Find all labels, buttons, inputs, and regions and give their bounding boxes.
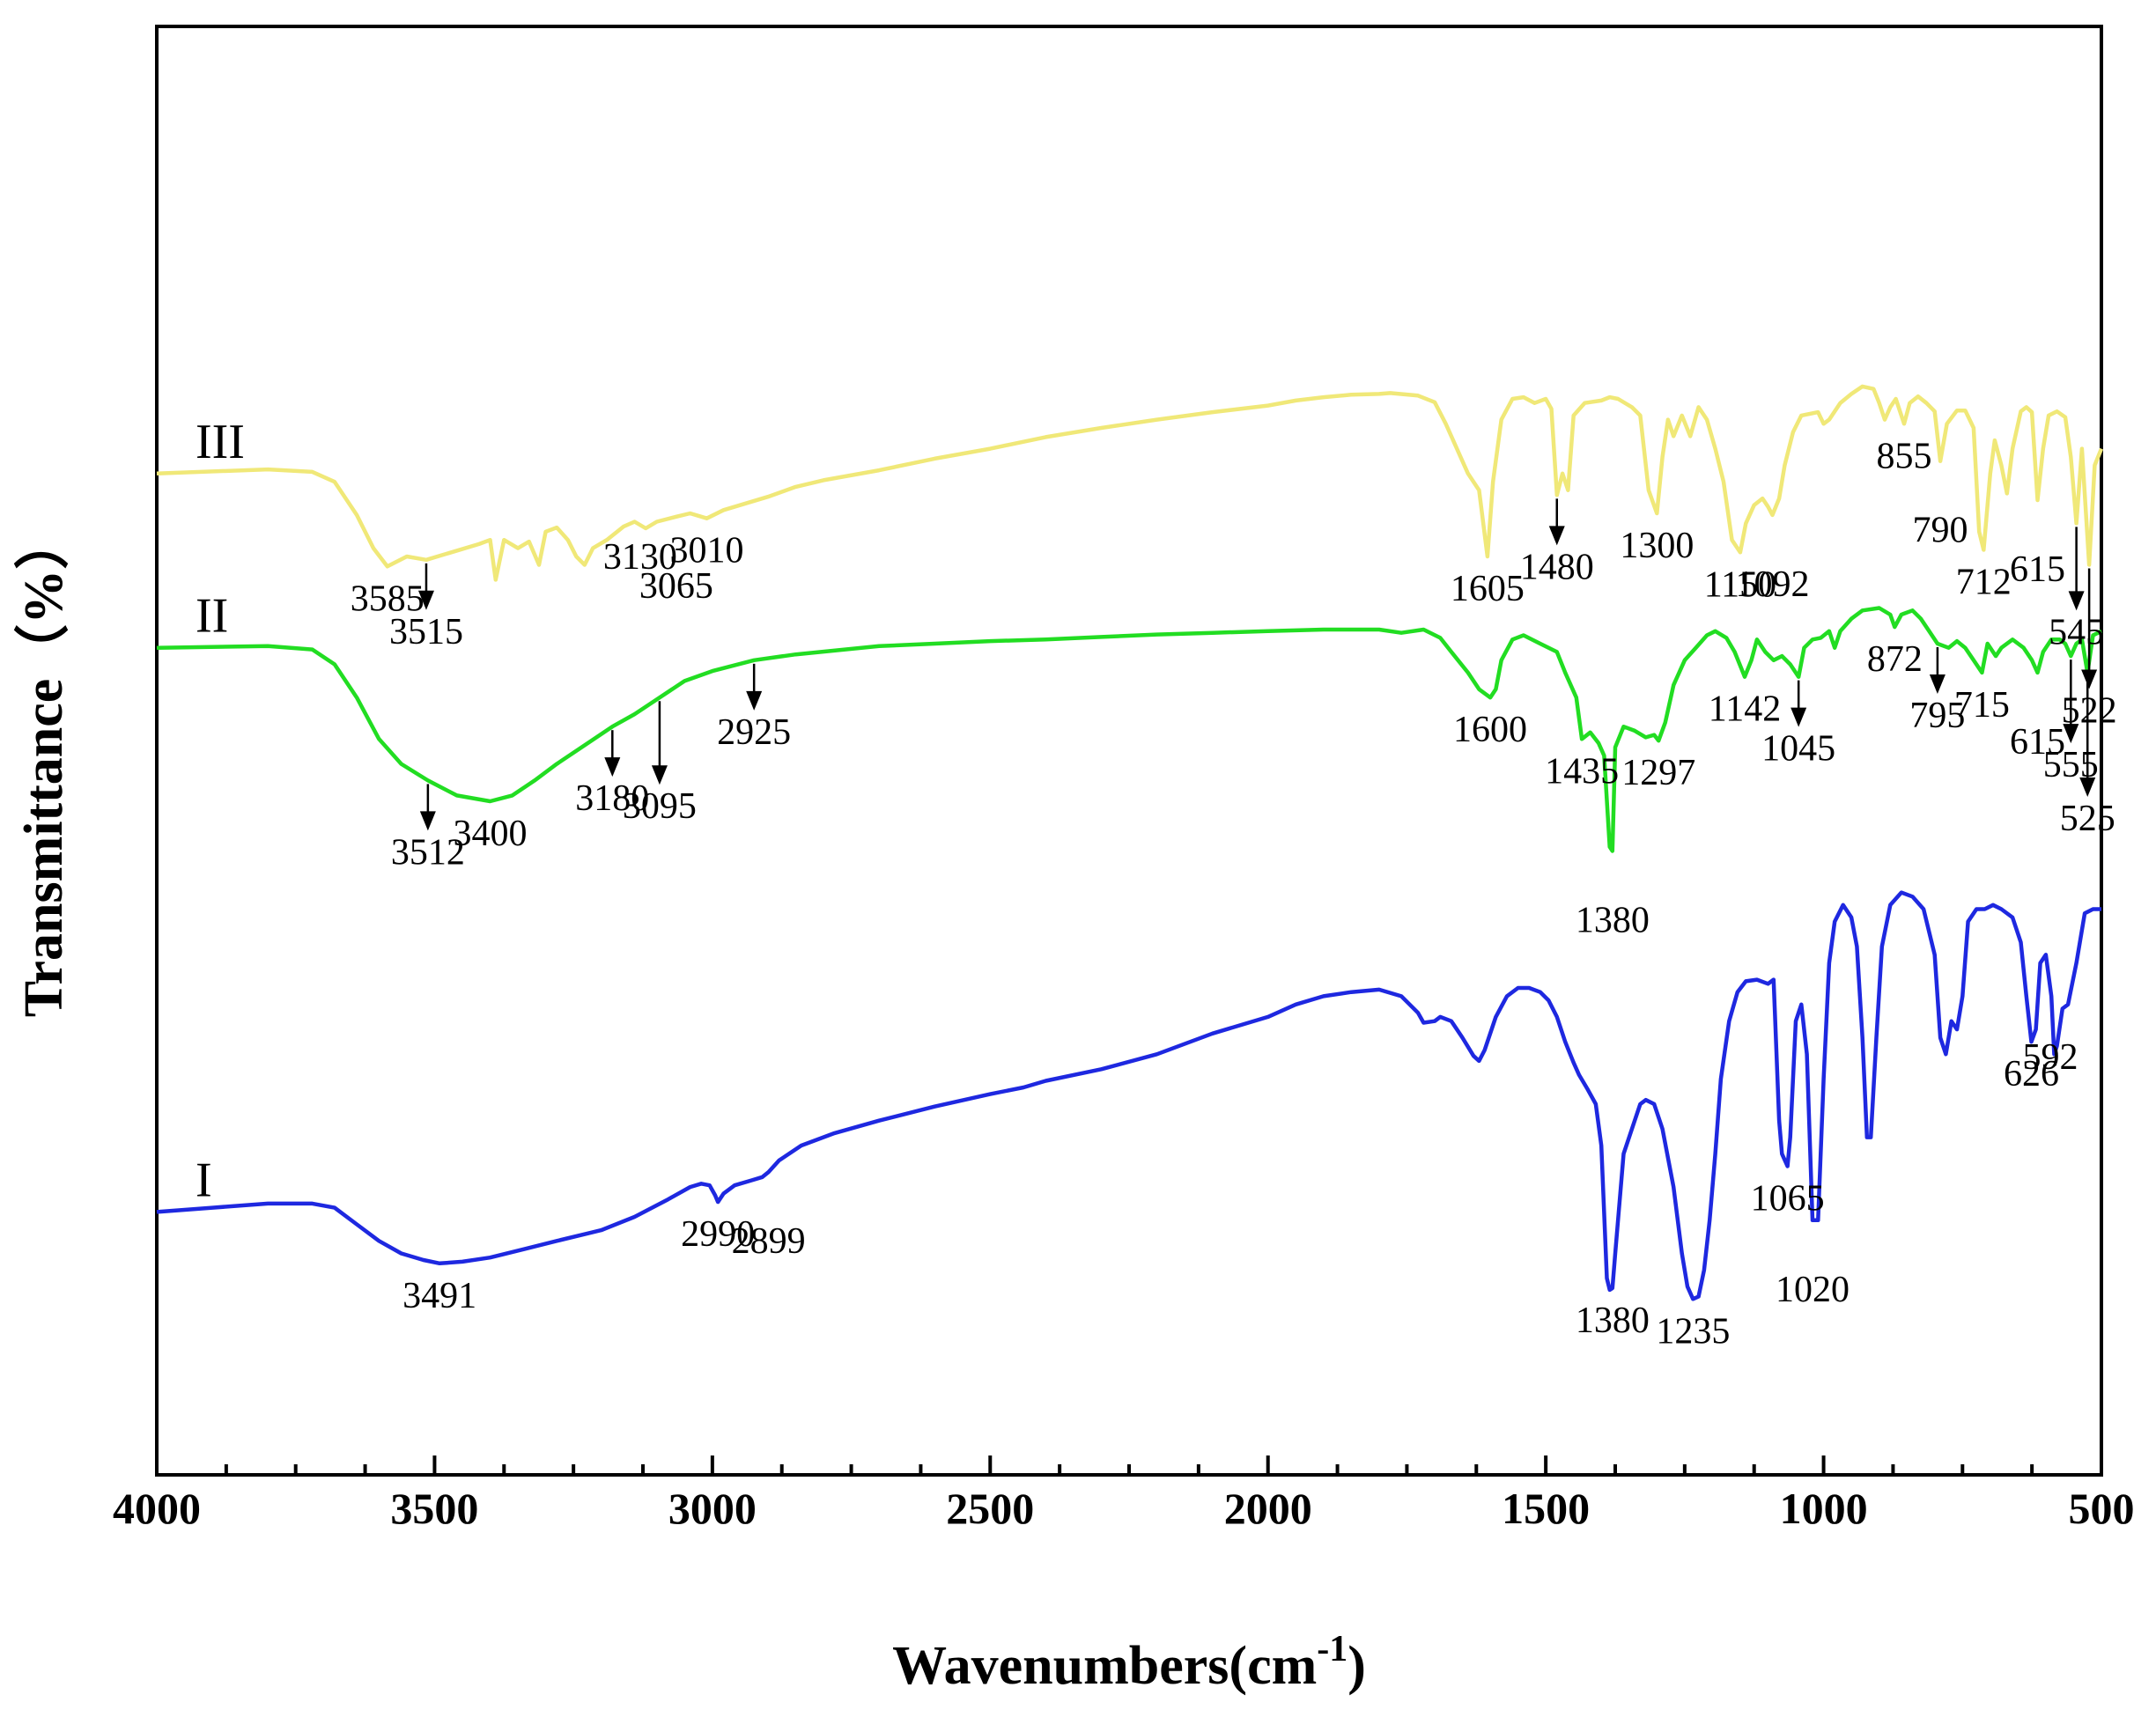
peak-label: 1380 xyxy=(1576,1301,1650,1341)
peak-arrow-head xyxy=(417,590,434,610)
peak-label: 1605 xyxy=(1451,569,1525,609)
peak-label: 1065 xyxy=(1751,1179,1825,1220)
peak-label: 2899 xyxy=(732,1221,806,1262)
peak-label: 715 xyxy=(1954,685,2010,726)
x-tick-label: 4000 xyxy=(113,1484,201,1533)
peak-arrow-head xyxy=(2081,669,2098,689)
series-line-iii xyxy=(156,384,2104,582)
peak-label: 1045 xyxy=(1761,729,1835,770)
peak-label: 545 xyxy=(2049,612,2104,652)
peak-label: 1297 xyxy=(1621,753,1695,793)
peak-label: 1092 xyxy=(1736,564,1810,605)
peak-arrow-head xyxy=(1929,674,1946,694)
peak-label: 1150 xyxy=(1704,564,1776,605)
peak-arrow-head xyxy=(1548,526,1565,546)
series-label-iii: III xyxy=(196,415,245,469)
peak-arrow-head xyxy=(419,811,436,831)
series-label-i: I xyxy=(196,1153,212,1207)
peak-label: 1020 xyxy=(1776,1270,1850,1310)
x-tick-label: 1500 xyxy=(1502,1484,1590,1533)
peak-label: 592 xyxy=(2022,1037,2078,1078)
series-line-ii xyxy=(156,606,2102,853)
peak-arrow-head xyxy=(1791,707,1807,727)
x-tick-label: 3000 xyxy=(668,1484,757,1533)
peak-label: 3585 xyxy=(351,578,425,619)
peak-label: 3095 xyxy=(623,786,697,827)
y-axis-title: Transmittance（%） xyxy=(12,515,74,1018)
peak-label: 2990 xyxy=(681,1214,755,1255)
series-label-ii: II xyxy=(196,589,228,644)
peak-label: 3130 xyxy=(603,537,677,578)
peak-label: 3180 xyxy=(575,778,649,819)
peak-arrow-head xyxy=(2063,724,2079,744)
peak-label: 3512 xyxy=(391,832,465,873)
x-tick-label: 1000 xyxy=(1780,1484,1868,1533)
peak-label: 3010 xyxy=(670,531,744,571)
peak-label: 1300 xyxy=(1620,526,1694,566)
peak-label: 615 xyxy=(2010,549,2065,590)
peak-label: 790 xyxy=(1913,511,1968,551)
peak-label: 1235 xyxy=(1656,1311,1730,1352)
peak-label: 2925 xyxy=(717,712,791,753)
x-tick-label: 2000 xyxy=(1224,1484,1312,1533)
peak-label: 1600 xyxy=(1453,710,1527,750)
peak-label: 525 xyxy=(2060,799,2115,839)
peak-arrow-head xyxy=(746,690,763,711)
peak-arrow-head xyxy=(2079,777,2096,797)
x-tick-label: 3500 xyxy=(390,1484,478,1533)
peak-label: 3400 xyxy=(454,814,528,854)
series-line-i xyxy=(156,890,2101,1301)
x-axis-ticks: 4000 3500 3000 2500 2000 1500 1000 500 xyxy=(113,1455,2135,1533)
peak-label: 1435 xyxy=(1545,751,1619,792)
peak-label: 872 xyxy=(1867,639,1923,680)
peak-label: 3065 xyxy=(639,566,713,607)
peak-arrow-head xyxy=(651,765,668,785)
peak-label: 3515 xyxy=(389,612,463,652)
x-tick-label: 500 xyxy=(2069,1484,2135,1533)
peak-label: 1142 xyxy=(1709,689,1781,730)
peak-label: 795 xyxy=(1909,696,1965,736)
peak-label: 855 xyxy=(1877,436,1932,476)
peak-label: 1480 xyxy=(1520,547,1594,587)
x-axis-title: Wavenumbers(cm-1) xyxy=(892,1629,1366,1696)
peak-arrow-head xyxy=(604,757,621,777)
peak-label: 615 xyxy=(2010,722,2065,763)
peak-label: 626 xyxy=(2004,1054,2059,1094)
peak-label: 3491 xyxy=(402,1276,476,1316)
peak-label: 712 xyxy=(1956,563,2012,603)
x-tick-label: 2500 xyxy=(946,1484,1034,1533)
peak-label: 1380 xyxy=(1576,901,1650,941)
peak-arrow-head xyxy=(2068,591,2085,611)
